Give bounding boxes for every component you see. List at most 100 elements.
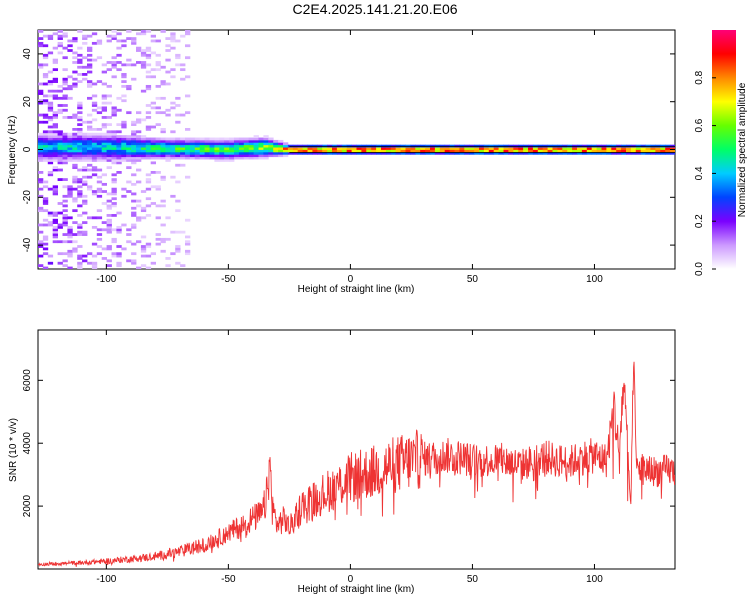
spectrogram-cell xyxy=(160,82,166,86)
spectrogram-cell xyxy=(121,194,127,198)
spectrogram-cell xyxy=(160,127,166,131)
spectrogram-cell xyxy=(96,159,103,162)
spectrogram-cell xyxy=(341,149,348,153)
spectrogram-cell xyxy=(136,168,142,172)
spectrogram-cell xyxy=(91,225,98,229)
spectrogram-cell xyxy=(498,151,504,155)
spectrogram-cell xyxy=(47,94,54,98)
spectrogram-cell xyxy=(52,132,58,136)
spectrogram-cell xyxy=(136,266,142,269)
spectrogram-cell xyxy=(106,154,112,158)
spectrogram-cell xyxy=(57,84,63,88)
spectrogram-cell xyxy=(87,63,93,67)
spectrogram-cell xyxy=(356,147,362,150)
spectrogram-cell xyxy=(366,151,372,155)
spectrogram-cell xyxy=(42,63,49,67)
spectrogram-cell xyxy=(180,142,186,146)
spectrogram-cell xyxy=(562,147,568,150)
spectrogram-cell xyxy=(62,87,68,91)
spectrogram-cell xyxy=(185,111,191,115)
spectrogram-cell xyxy=(371,147,377,150)
spectrogram-cell xyxy=(185,147,191,150)
spectrogram-cell xyxy=(155,111,161,115)
spectrogram-cell xyxy=(160,142,166,146)
spectrogram-cell xyxy=(136,144,142,148)
spectrogram-cell xyxy=(140,53,147,57)
spectrogram-cell xyxy=(82,168,88,172)
spectrogram-cell xyxy=(395,147,401,150)
spectrogram-cell xyxy=(238,139,245,143)
spectrogram-cell xyxy=(72,149,78,153)
spectrogram-cell xyxy=(630,151,637,155)
spectrogram-cell xyxy=(655,151,661,155)
spectrogram-cell xyxy=(488,151,495,155)
spectrogram-cell xyxy=(175,199,181,203)
spectrogram-cell xyxy=(278,147,284,150)
spectrogram-cell xyxy=(317,149,323,153)
spectrogram-cell xyxy=(67,254,73,258)
spectrogram-cell xyxy=(101,156,107,160)
spectrogram-x-ticks: -100 -50 0 50 100 xyxy=(96,30,603,285)
spectrogram-cell xyxy=(91,58,98,62)
spectrogram-cell xyxy=(62,216,68,220)
spectrogram-cell xyxy=(96,245,103,248)
spectrogram-cell xyxy=(464,151,470,155)
spectrogram-cell xyxy=(77,80,83,83)
spectrogram-cell xyxy=(77,151,83,155)
spectrogram-cell xyxy=(101,142,107,146)
spectrogram-cell xyxy=(38,41,44,45)
spectrogram-cell xyxy=(96,237,103,241)
spectrogram-cell xyxy=(140,245,147,248)
spectrogram-cell xyxy=(116,135,122,138)
spectrogram-cell xyxy=(72,39,78,43)
spectrogram-cell xyxy=(111,204,117,208)
spectrogram-cell xyxy=(131,130,137,134)
spectrogram-cell xyxy=(140,49,147,52)
spectrogram-cell xyxy=(214,142,220,146)
spectrogram-cell xyxy=(131,242,137,246)
spectrogram-cell xyxy=(42,132,49,136)
spectrogram-cell xyxy=(439,147,446,150)
spectrogram-cell xyxy=(155,63,161,67)
spectrogram-cell xyxy=(243,137,250,141)
spectrogram-cell xyxy=(170,147,176,150)
spectrogram-cell xyxy=(145,266,152,269)
spectrogram-cell xyxy=(87,113,93,117)
spectrogram-cell xyxy=(165,37,171,40)
spectrogram-cell xyxy=(180,113,186,117)
spectrogram-cell xyxy=(474,149,480,153)
spectrogram-cell xyxy=(87,34,93,38)
spectrogram-cell xyxy=(542,149,548,153)
spectrogram-cell xyxy=(160,80,166,83)
spectrogram-cell xyxy=(136,180,142,184)
spectrogram-cell xyxy=(96,252,103,256)
spectrogram-cell xyxy=(224,142,230,146)
spectrogram-cell xyxy=(503,151,509,155)
spectrogram-cell xyxy=(572,149,578,153)
spectrogram-cell xyxy=(180,68,186,72)
spectrogram-cell xyxy=(180,139,186,143)
spectrogram-cell xyxy=(42,137,49,141)
spectrogram-cell xyxy=(145,142,152,146)
spectrogram-cell xyxy=(385,151,392,155)
spectrogram-cell xyxy=(131,259,137,263)
spectrogram-cell xyxy=(253,151,259,155)
spectrogram-cell xyxy=(67,185,73,189)
spectrogram-cell xyxy=(170,142,176,146)
spectrogram-cell xyxy=(96,168,103,172)
spectrogram-cell xyxy=(508,147,514,150)
spectrogram-cell xyxy=(57,168,63,172)
spectrogram-cell xyxy=(38,37,44,40)
spectrogram-cell xyxy=(140,190,147,193)
spectrogram-cell xyxy=(67,144,73,148)
spectrogram-cell xyxy=(626,151,632,155)
spectrogram-cell xyxy=(469,147,475,150)
spectrogram-cell xyxy=(140,65,147,69)
spectrogram-cell xyxy=(140,32,147,36)
spectrogram-cell xyxy=(131,41,137,45)
spectrogram-cell xyxy=(650,147,656,150)
spectrogram-cell xyxy=(121,125,127,129)
spectrogram-cell xyxy=(175,247,181,251)
spectrogram-cell xyxy=(601,149,607,153)
spectrogram-cell xyxy=(87,137,93,141)
